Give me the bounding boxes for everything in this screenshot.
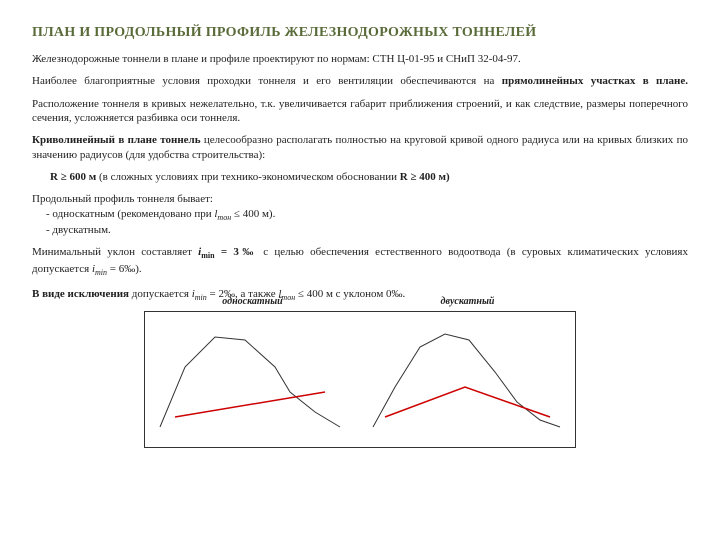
diagram-label-right: двускатный — [360, 295, 575, 308]
text: односкатным (рекомендовано при — [52, 208, 214, 220]
left-rail — [175, 392, 325, 417]
formula-main: R ≥ 600 м — [50, 171, 99, 183]
text: = 6‰). — [107, 263, 142, 275]
text-bold: прямолинейных участках в плане. — [502, 75, 688, 87]
text: ≤ 400 м). — [231, 208, 275, 220]
right-terrain — [373, 334, 560, 427]
right-rail — [385, 387, 550, 417]
text: Наиболее благоприятные условия проходки … — [32, 75, 502, 87]
paragraph-conditions: Наиболее благоприятные условия проходки … — [32, 74, 688, 88]
list-item: двускатным. — [46, 223, 688, 237]
profile-list: односкатным (рекомендовано при lтон ≤ 40… — [32, 207, 688, 238]
diagram-label-left: односкатный — [145, 295, 360, 308]
page-title: ПЛАН И ПРОДОЛЬНЫЙ ПРОФИЛЬ ЖЕЛЕЗНОДОРОЖНЫ… — [32, 24, 688, 42]
left-terrain — [160, 337, 340, 427]
list-item: односкатным (рекомендовано при lтон ≤ 40… — [46, 207, 688, 224]
text: = 3‰ — [215, 246, 257, 258]
paragraph-profile-intro: Продольный профиль тоннеля бывает: — [32, 192, 688, 206]
sub: min — [201, 252, 214, 261]
text: Минимальный уклон составляет — [32, 246, 198, 258]
formula: R ≥ 600 м (в сложных условиях при техник… — [32, 170, 688, 184]
sub: тон — [217, 213, 231, 222]
paragraph-intro: Железнодорожные тоннели в плане и профил… — [32, 52, 688, 66]
paragraph-curvilinear: Криволинейный в плане тоннель целесообра… — [32, 133, 688, 162]
text-bold: Криволинейный в плане тоннель — [32, 134, 201, 146]
paragraph-min-slope: Минимальный уклон составляет imin = 3‰ с… — [32, 245, 688, 278]
paragraph-curves: Расположение тоннеля в кривых нежелатель… — [32, 97, 688, 126]
formula-alt: R ≥ 400 м) — [400, 171, 450, 183]
text-bold: В виде исключения — [32, 288, 129, 300]
diagram-svg — [145, 312, 575, 447]
sub: min — [95, 268, 107, 277]
profile-diagram: односкатный двускатный — [144, 311, 576, 448]
formula-note: (в сложных условиях при технико-экономич… — [99, 171, 400, 183]
